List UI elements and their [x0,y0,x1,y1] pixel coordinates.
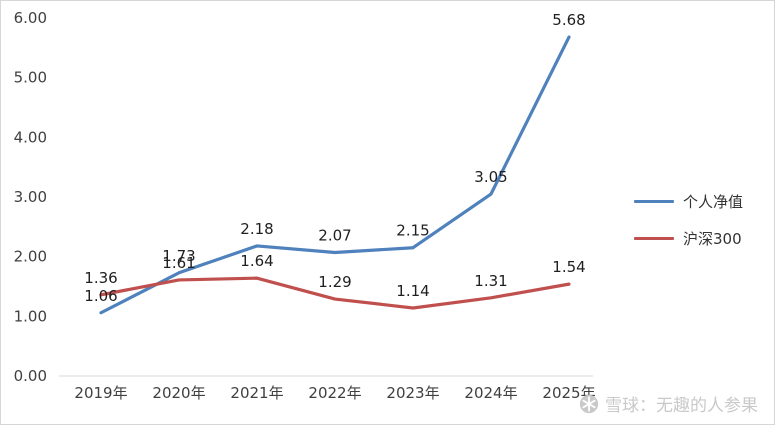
y-axis-tick-label: 3.00 [14,188,47,206]
legend-item-csi300: 沪深300 [634,228,743,249]
legend-line-swatch-red [634,237,674,240]
y-axis-tick-label: 5.00 [14,69,47,87]
x-axis-tick-label: 2019年 [74,384,127,402]
watermark-text: 雪球：无趣的人参果 [605,396,758,416]
data-point-label: 2.07 [318,226,351,244]
legend-label-csi300: 沪深300 [683,230,742,248]
chart-legend: 个人净值 沪深300 [634,191,743,249]
y-axis-tick-label: 0.00 [14,367,47,385]
data-point-label: 5.68 [552,11,585,29]
x-axis-tick-label: 2023年 [386,384,439,402]
series-line-0 [99,35,571,315]
legend-line-swatch-blue [634,200,674,203]
data-point-label: 1.54 [552,258,585,276]
x-axis-tick-label: 2020年 [152,384,205,402]
data-point-label: 1.61 [162,254,195,272]
data-point-label: 1.31 [474,272,507,290]
x-axis-tick-label: 2021年 [230,384,283,402]
data-point-label: 1.29 [318,273,351,291]
data-point-label: 2.18 [240,220,273,238]
snowball-logo-icon [579,394,599,413]
data-point-label: 1.36 [84,269,117,287]
data-point-label: 1.14 [396,282,429,300]
watermark: 雪球：无趣的人参果 [579,391,758,416]
data-point-label: 1.06 [84,287,117,305]
data-point-label: 2.15 [396,222,429,240]
legend-label-personal-net-value: 个人净值 [683,193,744,211]
data-point-label: 3.05 [474,168,507,186]
y-axis-tick-label: 1.00 [14,307,47,325]
data-point-label: 1.73 [162,247,195,265]
data-point-label: 1.64 [240,252,273,270]
x-axis-tick-label: 2022年 [308,384,361,402]
y-axis-tick-label: 2.00 [14,248,47,266]
series-line-1 [99,276,571,310]
legend-item-personal-net-value: 个人净值 [634,191,743,212]
x-axis-tick-label: 2024年 [464,384,517,402]
y-axis-tick-label: 4.00 [14,128,47,146]
y-axis-tick-label: 6.00 [14,9,47,27]
